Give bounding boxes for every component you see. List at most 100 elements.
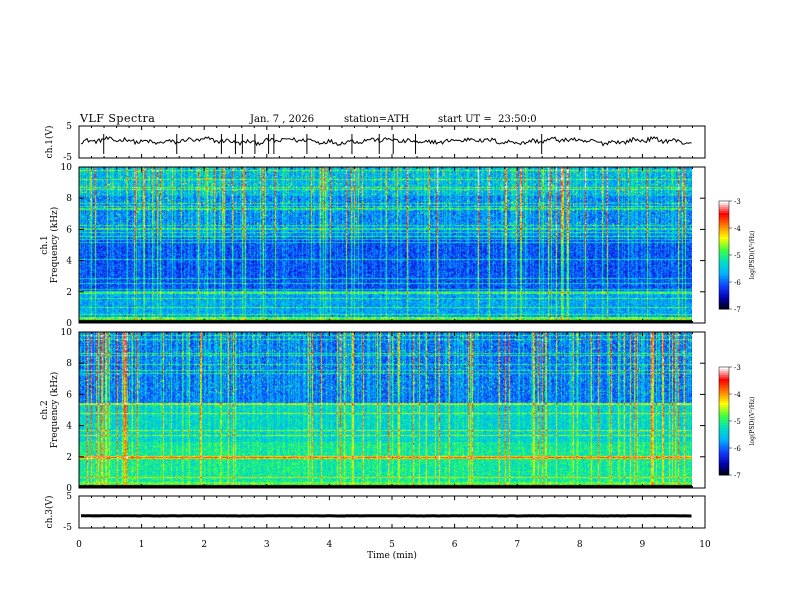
- colorbar-cell: [719, 443, 729, 446]
- ch3-ytick-bottom: -5: [63, 523, 72, 533]
- colorbar-cell: [719, 409, 729, 412]
- x-tick-label: 9: [640, 540, 646, 550]
- colorbar-cell: [719, 223, 729, 226]
- ch1-colorbar: -3 -4 -5 -6 -7 log(PSD)(V²/Hz): [718, 198, 756, 314]
- ch3-ylabel: ch.3(V): [44, 496, 55, 529]
- colorbar-cell: [719, 387, 729, 390]
- colorbar-tick-label: -3: [734, 364, 741, 372]
- x-tick-label: 7: [514, 540, 520, 550]
- colorbar-cell: [719, 283, 729, 286]
- freq-tick-label: 6: [66, 225, 72, 235]
- colorbar-cell: [719, 221, 729, 224]
- colorbar-tick-label: -5: [734, 418, 741, 426]
- ch2-ylabel-channel: ch.2: [40, 400, 50, 419]
- station-label: station=ATH: [344, 114, 410, 125]
- colorbar-cell: [719, 203, 729, 206]
- colorbar-cell: [719, 455, 729, 458]
- colorbar-cell: [719, 303, 729, 306]
- colorbar-cell: [719, 299, 729, 302]
- colorbar-cell: [719, 425, 729, 428]
- time-axis: 0 1 2 3 4 5 6 7 8 9 10: [76, 126, 711, 550]
- colorbar-cell: [719, 427, 729, 430]
- freq-tick-label: 4: [66, 422, 72, 432]
- ch1-spikes: [103, 134, 543, 154]
- colorbar-cell: [719, 207, 729, 210]
- colorbar-tick-label: -7: [734, 306, 741, 314]
- colorbar-cell: [719, 459, 729, 462]
- colorbar-cell: [719, 257, 729, 260]
- colorbar-cell: [719, 461, 729, 464]
- colorbar-cell: [719, 451, 729, 454]
- colorbar-cell: [719, 231, 729, 234]
- colorbar-cell: [719, 381, 729, 384]
- ch2-spectrogram-panel: 0 2 4 6 8 10 ch.2 Frequency (kHz) -3 -4 -5 -6 -7 l…: [40, 328, 756, 494]
- freq-tick-label: 2: [66, 453, 72, 463]
- colorbar-cell: [719, 287, 729, 290]
- colorbar-cell: [719, 449, 729, 452]
- colorbar-cell: [719, 297, 729, 300]
- ch2-spectrogram-image: [79, 332, 705, 488]
- ch1-ylabel-frequency: Frequency (kHz): [49, 207, 60, 284]
- ch1-ytick-bottom: -5: [63, 153, 72, 163]
- colorbar-cell: [719, 291, 729, 294]
- colorbar-cell: [719, 259, 729, 262]
- colorbar-cell: [719, 201, 729, 204]
- colorbar-cell: [719, 471, 729, 474]
- colorbar-cell: [719, 251, 729, 254]
- colorbar-cell: [719, 433, 729, 436]
- x-tick-label: 4: [327, 540, 333, 550]
- colorbar-cell: [719, 371, 729, 374]
- x-tick-label: 0: [76, 540, 82, 550]
- colorbar-cell: [719, 415, 729, 418]
- x-tick-label: 5: [389, 540, 395, 550]
- x-tick-label: 8: [577, 540, 583, 550]
- colorbar-cell: [719, 255, 729, 258]
- colorbar-cell: [719, 289, 729, 292]
- colorbar-cell: [719, 431, 729, 434]
- colorbar-cell: [719, 395, 729, 398]
- colorbar-cell: [719, 265, 729, 268]
- colorbar-cell: [719, 301, 729, 304]
- colorbar-cell: [719, 385, 729, 388]
- colorbar-cell: [719, 279, 729, 282]
- colorbar-cell: [719, 435, 729, 438]
- ch3-ytick-top: 5: [66, 492, 72, 502]
- colorbar-tick-label: -6: [734, 279, 741, 287]
- ch3-waveform-frame: [78, 495, 706, 529]
- colorbar-cell: [719, 369, 729, 372]
- ch2-frequency-ticks: 0 2 4 6 8 10: [61, 328, 705, 494]
- colorbar-cell: [719, 247, 729, 250]
- colorbar-cell: [719, 469, 729, 472]
- colorbar-cell: [719, 457, 729, 460]
- colorbar-cell: [719, 437, 729, 440]
- colorbar-cell: [719, 375, 729, 378]
- colorbar-cell: [719, 235, 729, 238]
- colorbar-label: log(PSD)(V²/Hz): [749, 231, 756, 280]
- freq-tick-label: 2: [66, 288, 72, 298]
- spectrogram-raster: [79, 332, 692, 488]
- x-tick-label: 6: [452, 540, 458, 550]
- ch1-waveform-panel: 5 -5 ch.1(V): [44, 122, 706, 163]
- colorbar-cell: [719, 439, 729, 442]
- time-axis-label: Time (min): [367, 550, 417, 561]
- colorbar-cell: [719, 441, 729, 444]
- colorbar-cell: [719, 225, 729, 228]
- colorbar-cell: [719, 245, 729, 248]
- colorbar-tick-label: -3: [734, 198, 741, 206]
- colorbar-cell: [719, 209, 729, 212]
- colorbar-cell: [719, 419, 729, 422]
- colorbar-cell: [719, 241, 729, 244]
- start-time-label: start UT = 23:50:0: [438, 114, 537, 125]
- colorbar-cell: [719, 417, 729, 420]
- colorbar-cell: [719, 445, 729, 448]
- colorbar-cell: [719, 215, 729, 218]
- ch2-colorbar: -3 -4 -5 -6 -7 log(PSD)(V²/Hz): [718, 364, 756, 480]
- colorbar-cell: [719, 383, 729, 386]
- colorbar-cell: [719, 239, 729, 242]
- x-tick-label: 10: [699, 540, 711, 550]
- x-tick-label: 2: [201, 540, 207, 550]
- colorbar-cell: [719, 243, 729, 246]
- colorbar-cell: [719, 405, 729, 408]
